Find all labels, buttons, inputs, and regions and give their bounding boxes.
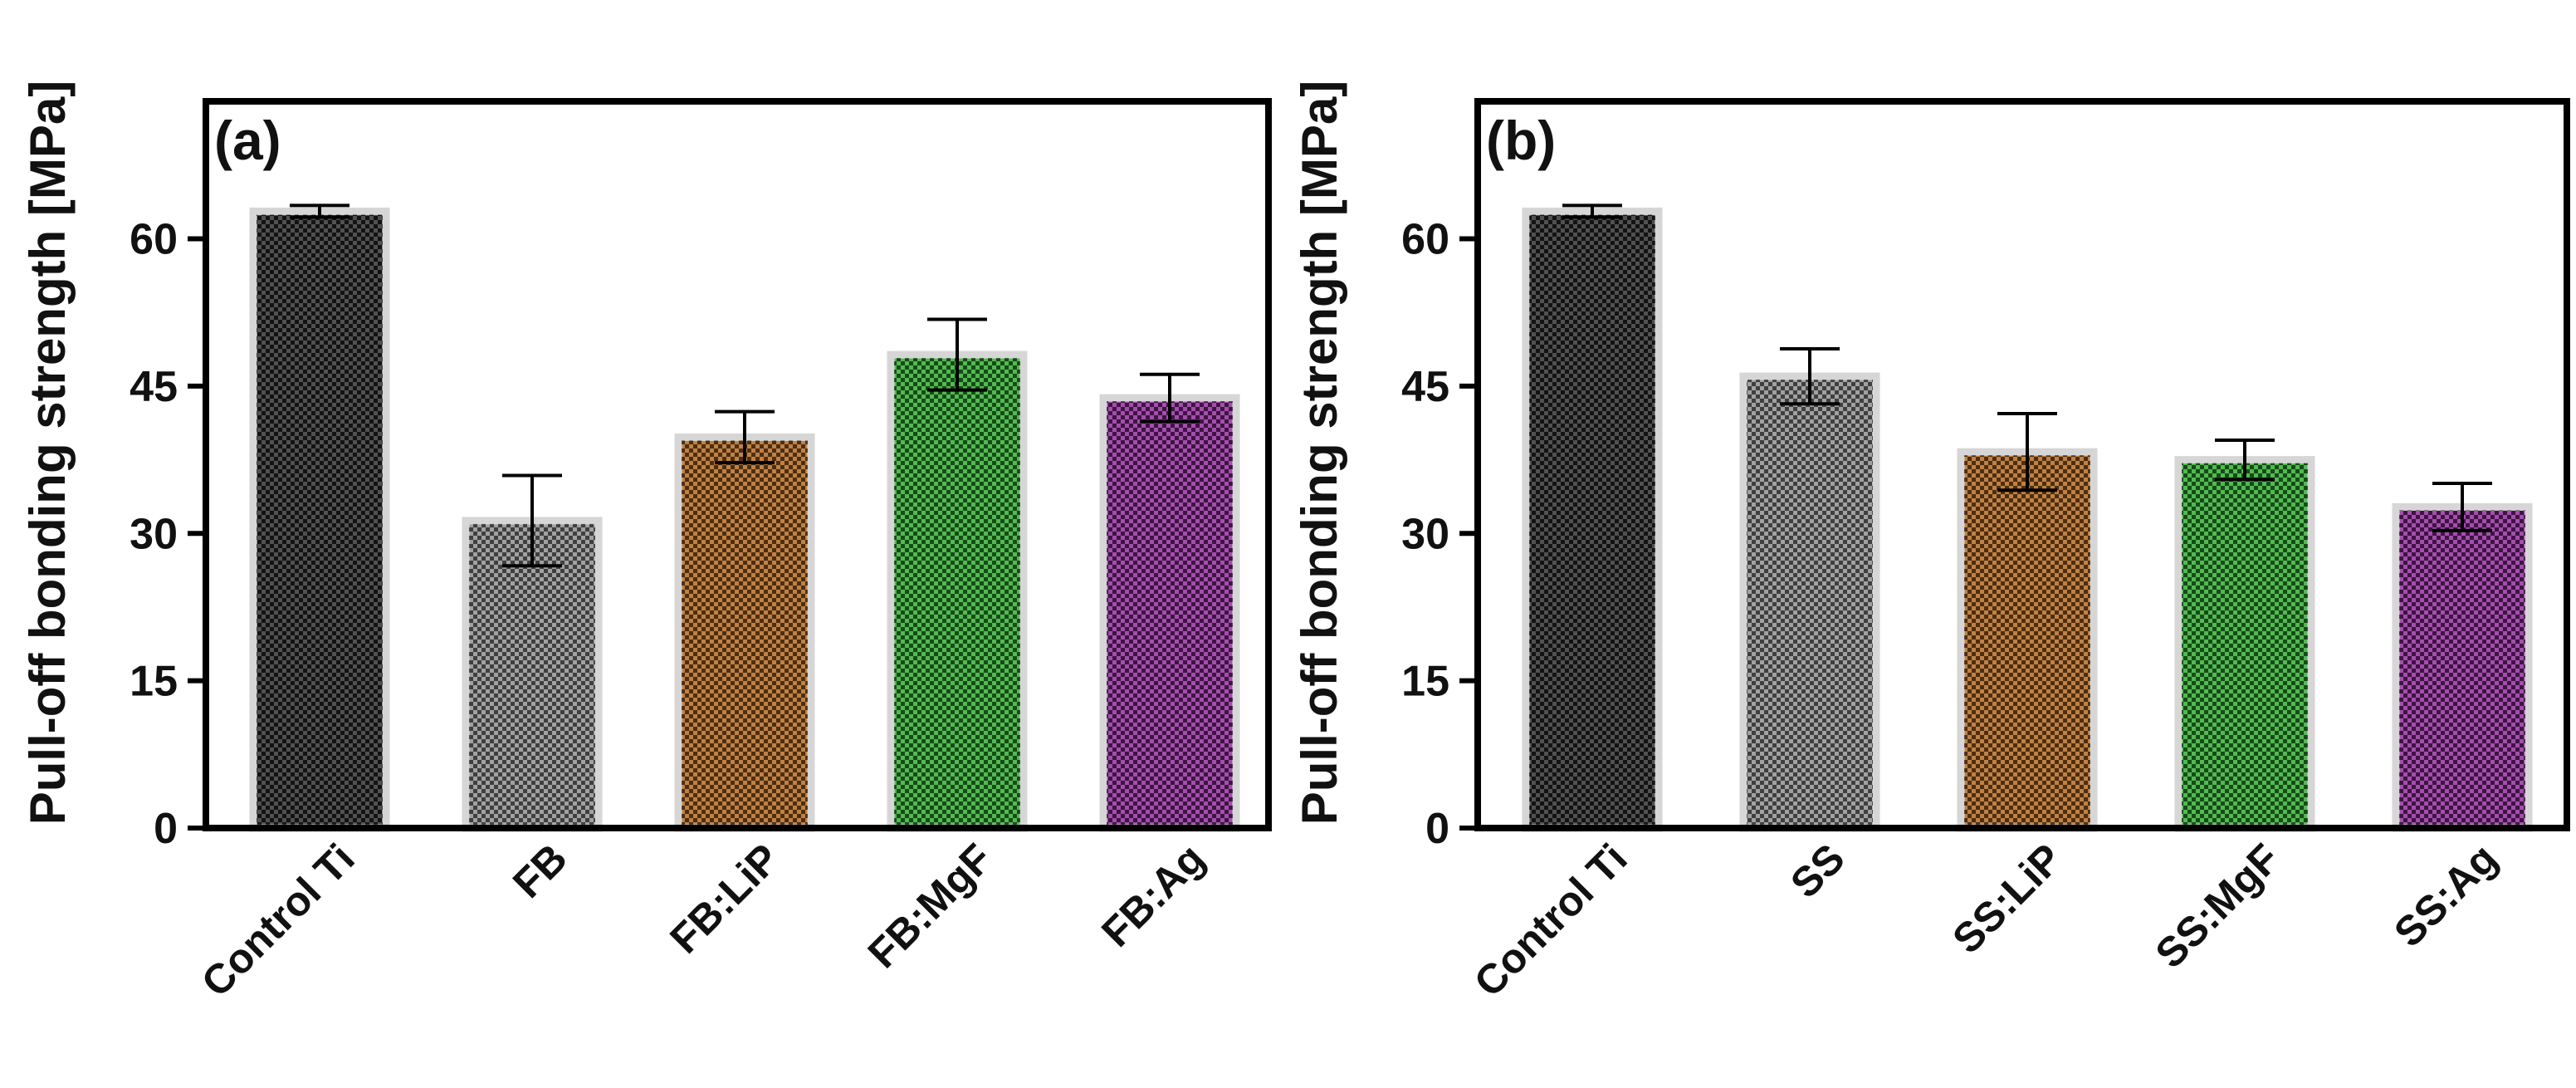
panel-label: (b) [1486,110,1556,171]
x-tick-label: Control Ti [1465,835,1636,1006]
y-tick-label: 15 [130,658,178,706]
x-tick-label: FB:LiP [661,835,789,963]
x-tick-label: SS [1782,835,1854,907]
error-bar [2432,481,2492,532]
error-bar [927,317,987,392]
bar-texture [2182,463,2308,828]
error-bar [1997,412,2057,493]
bar-texture [2399,510,2525,828]
bar-texture [1529,214,1655,828]
y-tick-label: 15 [1401,658,1449,706]
y-tick-label: 0 [1425,805,1449,853]
error-bar [2215,438,2275,482]
y-tick-label: 60 [130,216,178,264]
y-tick-label: 60 [1401,216,1449,264]
y-tick-label: 0 [154,805,178,853]
y-axis-label: Pull-off bonding strength [MPa] [1292,81,1347,826]
chart-panel-a: Control Ti FB FB:LiP FB:MgF FB:Ag 0 15 30 45 60 Pu… [20,81,1272,1006]
panel-label: (a) [214,110,281,171]
y-axis-label: Pull-off bonding strength [MPa] [20,81,76,826]
x-tick-label: FB:Ag [1092,835,1214,956]
error-bar [1140,372,1200,424]
bar-texture [682,440,808,828]
bar-texture [469,523,595,828]
error-bar [290,203,349,219]
y-tick-label: 45 [130,363,178,411]
error-bar [1562,203,1622,219]
error-bar [502,473,562,568]
y-tick-label: 30 [130,510,178,558]
x-tick-label: SS:MgF [2147,835,2289,977]
y-tick-label: 45 [1401,363,1449,411]
x-tick-label: SS:LiP [1943,835,2071,963]
x-tick-label: SS:Ag [2385,835,2506,956]
plot-frame [203,98,1272,831]
x-tick-label: Control Ti [193,835,364,1006]
bar-texture [894,358,1020,828]
plot-frame [1474,98,2570,831]
bar-texture [1964,455,2090,828]
bar-texture [1747,380,1873,829]
bar-texture [257,214,383,828]
y-tick-label: 30 [1401,510,1449,558]
bar-texture [1107,401,1233,828]
x-tick-label: FB [504,835,576,907]
chart-panel-b: Control Ti SS SS:LiP SS:MgF SS:Ag 0 15 30 45 60 Pu… [1292,81,2570,1006]
error-bar [715,409,775,465]
error-bar [1780,346,1840,406]
x-tick-label: FB:MgF [859,835,1001,977]
